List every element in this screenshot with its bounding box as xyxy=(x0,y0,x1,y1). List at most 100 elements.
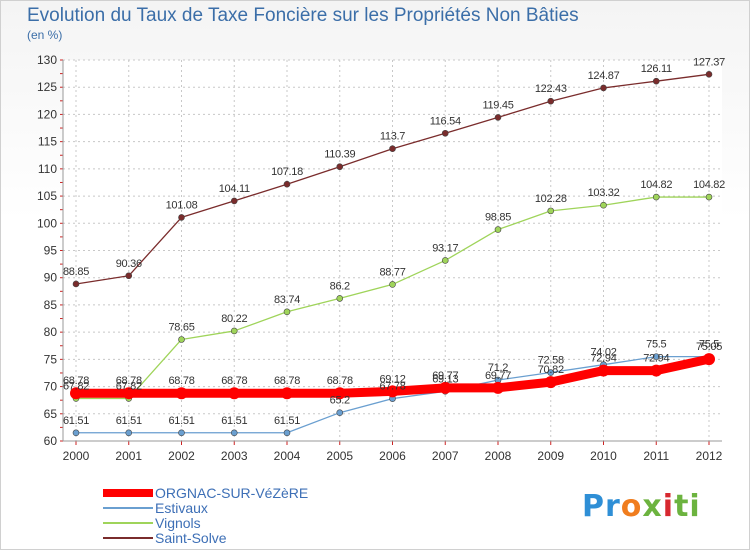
data-point-orgnac-sur-v-z-re xyxy=(386,385,399,398)
data-label-orgnac-sur-v-z-re: 68.78 xyxy=(63,375,89,387)
chart-unit-label: (en %) xyxy=(27,28,63,42)
data-label-saint-solve: 110.39 xyxy=(324,149,355,161)
data-label-orgnac-sur-v-z-re: 69.77 xyxy=(485,370,511,382)
data-point-orgnac-sur-v-z-re xyxy=(703,353,715,366)
x-tick-label: 2011 xyxy=(643,449,669,463)
data-label-vignols: 104.82 xyxy=(693,179,725,191)
x-tick-label: 2008 xyxy=(485,449,512,463)
data-point-saint-solve xyxy=(494,114,502,121)
data-point-vignols xyxy=(705,193,713,201)
x-tick-label: 2007 xyxy=(432,449,459,463)
data-label-vignols: 67.82 xyxy=(63,380,89,392)
legend-label-estivaux: Estivaux xyxy=(155,500,208,516)
data-point-vignols xyxy=(230,327,238,335)
data-label-orgnac-sur-v-z-re: 75.05 xyxy=(696,341,722,353)
data-label-vignols: 102.28 xyxy=(535,193,567,205)
data-label-estivaux: 61.51 xyxy=(168,415,194,427)
data-point-vignols xyxy=(600,201,607,209)
data-label-saint-solve: 107.18 xyxy=(271,166,303,178)
data-label-vignols: 83.74 xyxy=(274,294,300,306)
data-label-saint-solve: 127.37 xyxy=(693,56,725,68)
y-tick-label: 85 xyxy=(44,298,58,312)
data-point-orgnac-sur-v-z-re xyxy=(122,387,135,400)
legend-label-orgnac: ORGNAC-SUR-VéZèRE xyxy=(155,485,309,501)
y-tick-label: 95 xyxy=(44,244,58,258)
data-label-vignols: 88.77 xyxy=(379,266,405,278)
data-point-estivaux xyxy=(72,429,80,437)
chart-title: Evolution du Taux de Taxe Foncière sur l… xyxy=(27,5,579,26)
x-tick-label: 2000 xyxy=(63,449,90,463)
legend-label-saint-solve: Saint-Solve xyxy=(155,530,227,546)
data-point-vignols xyxy=(441,257,449,264)
y-tick-label: 120 xyxy=(37,107,57,121)
data-label-orgnac-sur-v-z-re: 69.12 xyxy=(379,373,405,385)
y-tick-label: 65 xyxy=(44,407,58,421)
legend-label-vignols: Vignols xyxy=(155,515,201,531)
data-point-orgnac-sur-v-z-re xyxy=(175,387,188,400)
data-point-estivaux xyxy=(336,409,344,416)
y-tick-label: 75 xyxy=(44,352,58,366)
legend-swatch-orgnac xyxy=(103,489,153,497)
data-point-saint-solve xyxy=(178,214,185,221)
data-point-vignols xyxy=(283,308,291,316)
y-tick-label: 105 xyxy=(37,189,57,203)
data-label-saint-solve: 119.45 xyxy=(482,99,513,111)
data-label-vignols: 86.2 xyxy=(330,280,350,292)
data-label-orgnac-sur-v-z-re: 72.94 xyxy=(643,353,669,365)
x-tick-label: 2003 xyxy=(221,449,248,463)
data-point-orgnac-sur-v-z-re xyxy=(70,387,82,400)
data-label-estivaux: 65.2 xyxy=(330,395,350,407)
data-point-vignols xyxy=(178,336,185,343)
y-tick-label: 115 xyxy=(38,135,57,149)
proxiti-logo: Proxiti xyxy=(582,489,701,524)
data-point-saint-solve xyxy=(283,180,291,188)
data-point-saint-solve xyxy=(230,197,238,205)
data-label-saint-solve: 101.08 xyxy=(166,199,198,211)
data-label-orgnac-sur-v-z-re: 68.78 xyxy=(168,375,194,387)
data-point-vignols xyxy=(652,193,660,201)
data-label-vignols: 78.65 xyxy=(168,321,194,333)
data-point-orgnac-sur-v-z-re xyxy=(439,381,452,394)
data-label-vignols: 104.82 xyxy=(640,179,672,191)
data-point-orgnac-sur-v-z-re xyxy=(650,364,663,377)
data-label-saint-solve: 90.36 xyxy=(116,258,142,270)
y-tick-label: 130 xyxy=(37,53,57,67)
data-point-orgnac-sur-v-z-re xyxy=(281,387,293,400)
data-label-orgnac-sur-v-z-re: 68.78 xyxy=(116,375,142,387)
data-label-estivaux: 72.58 xyxy=(538,355,564,367)
data-point-orgnac-sur-v-z-re xyxy=(492,381,504,394)
legend-swatch-saint-solve xyxy=(103,537,153,539)
data-label-orgnac-sur-v-z-re: 70.82 xyxy=(538,364,564,376)
data-point-saint-solve xyxy=(600,84,607,92)
data-point-orgnac-sur-v-z-re xyxy=(333,387,346,400)
data-point-saint-solve xyxy=(72,280,80,288)
data-label-orgnac-sur-v-z-re: 69.77 xyxy=(432,370,458,382)
data-label-estivaux: 74.02 xyxy=(590,347,616,359)
data-point-estivaux xyxy=(230,429,238,437)
data-point-orgnac-sur-v-z-re xyxy=(597,364,610,377)
data-point-orgnac-sur-v-z-re xyxy=(544,376,557,389)
data-point-saint-solve xyxy=(441,129,449,137)
y-tick-label: 90 xyxy=(44,271,58,285)
data-point-saint-solve xyxy=(125,272,133,280)
data-label-orgnac-sur-v-z-re: 68.78 xyxy=(221,375,247,387)
y-tick-label: 60 xyxy=(44,434,58,448)
data-label-saint-solve: 122.43 xyxy=(535,83,567,95)
y-tick-label: 110 xyxy=(38,162,57,176)
x-tick-label: 2002 xyxy=(168,449,195,463)
data-point-estivaux xyxy=(547,369,555,376)
data-point-saint-solve xyxy=(547,97,555,105)
data-point-vignols xyxy=(389,281,396,288)
data-label-saint-solve: 126.11 xyxy=(641,63,672,75)
data-label-saint-solve: 116.54 xyxy=(430,115,461,127)
data-label-estivaux: 71.2 xyxy=(488,362,508,374)
data-point-estivaux xyxy=(652,353,660,360)
data-point-vignols xyxy=(494,226,502,233)
legend-swatch-estivaux xyxy=(103,507,153,509)
data-label-estivaux: 61.51 xyxy=(274,415,300,427)
data-point-saint-solve xyxy=(652,77,660,85)
y-tick-label: 80 xyxy=(44,325,58,339)
data-label-orgnac-sur-v-z-re: 72.94 xyxy=(590,353,616,365)
data-point-estivaux xyxy=(283,429,291,437)
y-tick-label: 125 xyxy=(37,80,57,94)
